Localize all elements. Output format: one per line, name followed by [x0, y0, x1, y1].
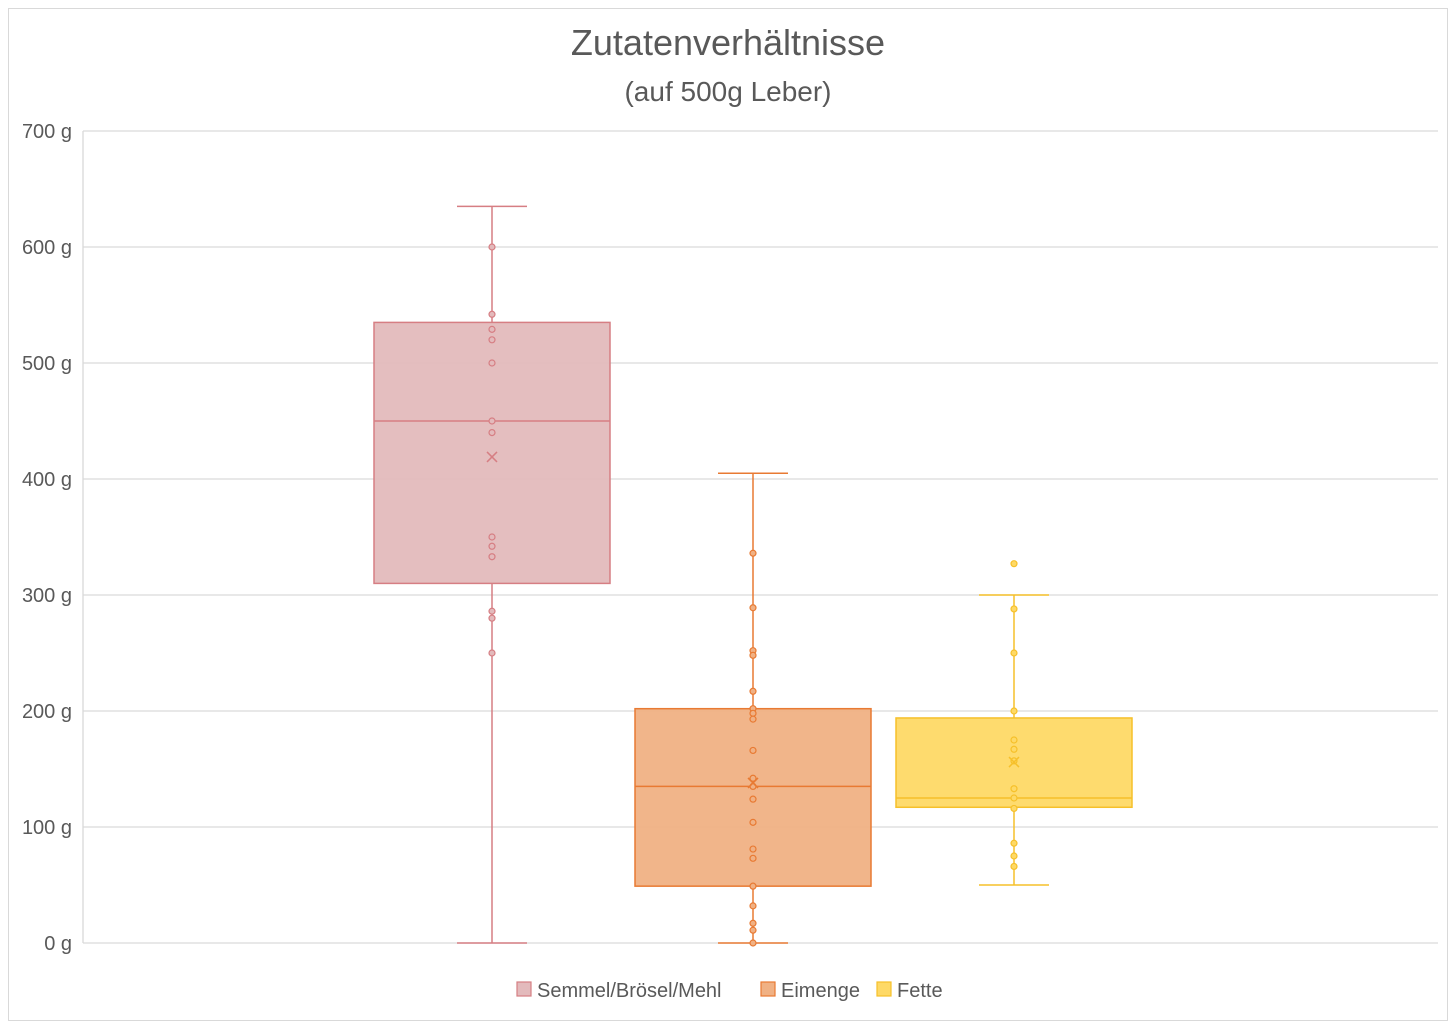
mean-marker — [486, 451, 498, 463]
data-point — [749, 926, 757, 934]
data-point — [1010, 862, 1018, 871]
chart-title: Zutatenverhältnisse — [571, 22, 885, 63]
y-tick-label: 500 g — [22, 353, 72, 375]
data-point — [488, 649, 496, 657]
data-point — [749, 549, 757, 557]
data-point — [749, 746, 757, 755]
legend-swatch — [760, 981, 776, 997]
data-point — [749, 774, 757, 782]
data-point — [1010, 605, 1018, 613]
data-point — [488, 607, 496, 615]
y-tick-label: 700 g — [22, 121, 72, 143]
mean-marker — [1008, 756, 1020, 768]
data-point — [1010, 649, 1018, 657]
y-tick-label: 200 g — [22, 701, 72, 723]
data-point — [1010, 839, 1018, 847]
mean-marker — [747, 777, 759, 789]
data-point — [488, 429, 496, 437]
data-point — [488, 310, 496, 318]
data-point — [749, 795, 757, 803]
data-point — [1010, 736, 1018, 744]
box-group — [634, 472, 872, 947]
data-point — [1010, 785, 1018, 793]
data-point — [488, 614, 496, 622]
data-point — [1010, 757, 1018, 765]
data-point — [1010, 794, 1018, 802]
data-point — [749, 882, 757, 890]
data-point — [1010, 745, 1018, 753]
data-point — [1010, 804, 1018, 813]
mean-stroke — [486, 451, 498, 463]
data-point — [488, 325, 496, 333]
y-tick-label: 300 g — [22, 585, 72, 607]
y-axis: 0 g 100 g 200 g 300 g 400 g 500 g 600 g 700 g — [22, 121, 84, 955]
data-point — [749, 818, 757, 826]
y-tick-label: 0 g — [44, 933, 72, 955]
data-point — [1010, 707, 1018, 715]
box-group — [373, 205, 611, 944]
legend: Semmel/Brösel/Mehl Eimenge Fette — [516, 980, 943, 1002]
legend-label: Fette — [897, 980, 943, 1002]
data-point — [749, 854, 757, 862]
data-point — [488, 533, 496, 541]
data-point — [749, 939, 757, 947]
box-series — [373, 205, 1133, 947]
data-point — [488, 553, 496, 561]
mean-stroke — [747, 777, 759, 789]
box-group — [895, 560, 1133, 886]
legend-label: Eimenge — [781, 980, 860, 1002]
y-tick-label: 600 g — [22, 237, 72, 259]
data-point — [488, 336, 496, 344]
chart-frame — [8, 8, 1448, 1021]
legend-swatch — [876, 981, 892, 997]
legend-label: Semmel/Brösel/Mehl — [537, 980, 722, 1002]
mean-stroke — [1008, 756, 1020, 768]
data-point — [749, 604, 757, 612]
data-point — [1010, 852, 1018, 860]
gridlines — [83, 130, 1438, 944]
data-point — [1010, 560, 1018, 568]
data-point — [488, 417, 496, 425]
data-point — [488, 359, 496, 367]
data-point — [749, 919, 757, 927]
chart-subtitle: (auf 500g Leber) — [624, 76, 831, 107]
data-point — [749, 651, 757, 659]
data-point — [749, 687, 757, 695]
data-point — [488, 542, 496, 550]
data-point — [749, 902, 757, 910]
legend-swatch — [516, 981, 532, 997]
data-point — [749, 715, 757, 723]
data-point — [749, 709, 757, 717]
data-point — [488, 243, 496, 251]
y-tick-label: 400 g — [22, 469, 72, 491]
y-tick-label: 100 g — [22, 817, 72, 839]
data-point — [749, 845, 757, 853]
